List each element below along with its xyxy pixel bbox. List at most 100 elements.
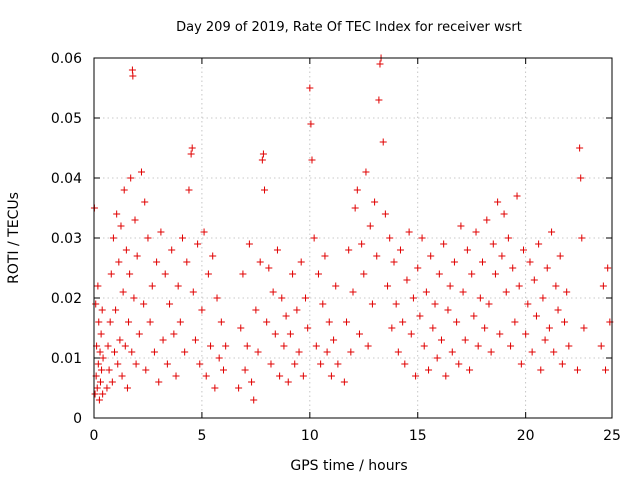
data-point [386,234,394,242]
data-point [489,240,497,248]
data-point [96,348,104,356]
data-point [150,348,158,356]
data-point [565,342,573,350]
data-point [204,270,212,278]
data-point [131,216,139,224]
data-point [425,366,433,374]
data-point [144,234,152,242]
data-point [118,372,126,380]
data-point [494,198,502,206]
x-tick-label: 10 [301,428,319,444]
data-point [392,300,400,308]
data-point [517,360,525,368]
data-point [561,318,569,326]
y-axis-label: ROTI / TECUs [6,192,22,284]
data-point [254,348,262,356]
data-point [366,222,374,230]
data-point [599,282,607,290]
y-tick-label: 0.02 [51,291,82,307]
y-tick-label: 0.06 [51,51,82,67]
data-point [491,270,499,278]
data-point [117,222,125,230]
y-tick-label: 0.01 [51,351,82,367]
data-point [435,270,443,278]
data-point [157,228,165,236]
data-point [284,378,292,386]
data-point [271,330,279,338]
data-point [325,318,333,326]
data-point [360,270,368,278]
data-point [453,318,461,326]
data-point [353,186,361,194]
data-point [239,270,247,278]
data-point [376,60,384,68]
data-point [604,264,612,272]
data-point [95,396,103,404]
data-point [422,288,430,296]
data-point [235,384,243,392]
data-point [526,258,534,266]
data-point [98,306,106,314]
data-point [141,198,149,206]
data-point [345,246,353,254]
data-point [96,378,104,386]
data-point [524,300,532,308]
data-point [120,186,128,194]
data-point [479,258,486,266]
data-point [483,216,491,224]
data-point [196,360,204,368]
data-point [461,336,469,344]
axis-ticks [93,57,613,419]
data-point [187,150,195,158]
data-point [444,306,452,314]
data-point [198,306,206,314]
data-point [405,228,413,236]
data-point [94,360,102,368]
y-tick-label: 0.04 [51,171,82,187]
data-point [123,384,131,392]
data-point [530,276,538,284]
data-point [130,294,138,302]
data-point [276,372,284,380]
data-point [409,294,417,302]
data-point [373,252,381,260]
y-tick-labels: 0 0.01 0.02 0.03 0.04 0.05 0.06 [51,51,82,427]
data-point [113,210,121,218]
data-point [500,210,508,218]
data-point [115,258,123,266]
data-point [487,348,495,356]
data-point [340,378,348,386]
data-point [535,240,543,248]
data-point [509,264,517,272]
data-point [133,252,141,260]
data-point [97,330,105,338]
data-point [172,372,180,380]
data-point [368,300,376,308]
data-point [323,348,331,356]
data-point [159,336,167,344]
data-point [135,330,143,338]
data-point [355,330,363,338]
data-point [194,240,202,248]
y-tick-label: 0.03 [51,231,82,247]
data-point [314,270,322,278]
data-point [308,156,316,164]
data-point [99,390,107,398]
data-point [307,120,315,128]
data-point [168,246,176,254]
data-point [297,258,305,266]
data-point [414,264,422,272]
data-point [351,204,359,212]
data-point [388,324,396,332]
data-point [433,354,441,362]
data-point [267,360,275,368]
chart-title: Day 209 of 2019, Rate Of TEC Index for r… [176,20,522,35]
data-point [416,312,424,320]
data-point [241,366,249,374]
data-point [407,330,415,338]
data-point [107,270,115,278]
data-point [304,324,312,332]
data-point [578,234,586,242]
data-point [520,246,528,254]
data-point [98,366,106,374]
